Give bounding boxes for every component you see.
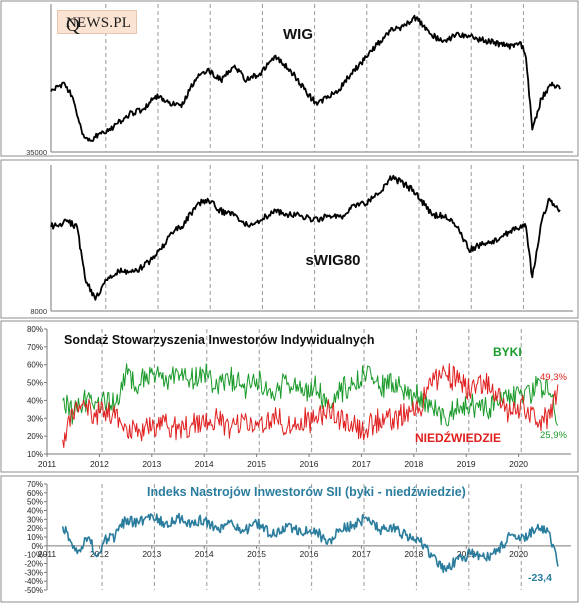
y-tick-label: 20% <box>27 432 43 441</box>
y-tick-label: 70% <box>27 343 43 352</box>
x-tick-label: 2013 <box>142 459 161 469</box>
y-tick-label: -10% <box>24 551 43 560</box>
x-tick-label: 2015 <box>247 549 266 559</box>
chart-title-sentiment: Indeks Nastrojów Inwestorów SII (byki - … <box>147 485 466 499</box>
y-tick-label: 50% <box>27 379 43 388</box>
series-line-main <box>50 14 561 142</box>
series-line-byki <box>62 363 559 427</box>
chart-panel-2: 8000 <box>0 159 579 319</box>
x-tick-label: 2014 <box>195 549 214 559</box>
x-tick-label: 2013 <box>142 549 161 559</box>
x-tick-label: 2019 <box>457 459 476 469</box>
x-tick-label: 2017 <box>352 549 371 559</box>
y-tick-label: 10% <box>27 533 43 542</box>
panel-border <box>0 475 579 603</box>
legend-label-byki: BYKI <box>493 345 522 359</box>
x-tick-label: 2019 <box>457 549 476 559</box>
logo-initial: Q <box>66 15 80 36</box>
chart-title-survey: Sondaż Stowarzyszenia Inwestorów Indywid… <box>64 333 374 347</box>
panel-border <box>0 320 579 473</box>
y-tick-label: 10% <box>27 450 43 459</box>
x-tick-label: 2017 <box>352 459 371 469</box>
y-tick-label: 30% <box>27 414 43 423</box>
logo-rest: NEWS.PL <box>66 15 132 31</box>
y-tick-label: 0% <box>31 542 43 551</box>
y-tick-label: -50% <box>24 586 43 595</box>
y-tick-label: 60% <box>27 489 43 498</box>
end-label-byki: 25,9% <box>540 430 567 441</box>
y-tick-label: 35000 <box>26 148 47 157</box>
end-label-sentiment: -23,4 <box>528 572 552 584</box>
y-tick-label: 30% <box>27 515 43 524</box>
x-tick-label: 2011 <box>38 459 57 469</box>
series-line-main <box>61 512 559 573</box>
x-tick-label: 2018 <box>404 459 423 469</box>
end-label-niedzwiedzie: 49,3% <box>540 372 567 383</box>
x-tick-label: 2014 <box>195 459 214 469</box>
x-tick-label: 2016 <box>300 459 319 469</box>
y-tick-label: 40% <box>27 507 43 516</box>
x-tick-label: 2020 <box>509 549 528 559</box>
x-tick-label: 2018 <box>404 549 423 559</box>
y-tick-label: 50% <box>27 498 43 507</box>
panel-border <box>0 159 579 319</box>
chart-title-wig: WIG <box>283 26 313 43</box>
y-tick-label: 40% <box>27 396 43 405</box>
chart-panel-3: 10% 20% 30% 40% 50% 60% 70% 80% 2011 2012 2013 2014… <box>0 320 579 473</box>
y-tick-label: 20% <box>27 524 43 533</box>
x-tick-label: 2016 <box>300 549 319 559</box>
chart-title-swig80: sWIG80 <box>305 252 360 269</box>
y-tick-label: 70% <box>27 480 43 489</box>
y-tick-label: 80% <box>27 325 43 334</box>
chart-panel-4: -50%-40%-30%-20%-10%0%10%20%30%40%50%60%… <box>0 475 579 603</box>
x-tick-label: 2015 <box>247 459 266 469</box>
series-line-niedźwiedzie <box>62 363 559 449</box>
y-tick-label: 8000 <box>30 307 47 316</box>
series-line-main <box>50 174 561 301</box>
qnews-logo: Q NEWS.PL <box>57 10 137 36</box>
legend-label-niedzwiedzie: NIEDŹWIEDZIE <box>415 430 501 445</box>
y-tick-label: -20% <box>24 560 43 569</box>
y-tick-label: -30% <box>24 568 43 577</box>
y-tick-label: 60% <box>27 361 43 370</box>
y-tick-label: -40% <box>24 577 43 586</box>
x-tick-label: 2011 <box>38 549 57 559</box>
x-tick-label: 2020 <box>509 459 528 469</box>
x-tick-label: 2012 <box>90 459 109 469</box>
